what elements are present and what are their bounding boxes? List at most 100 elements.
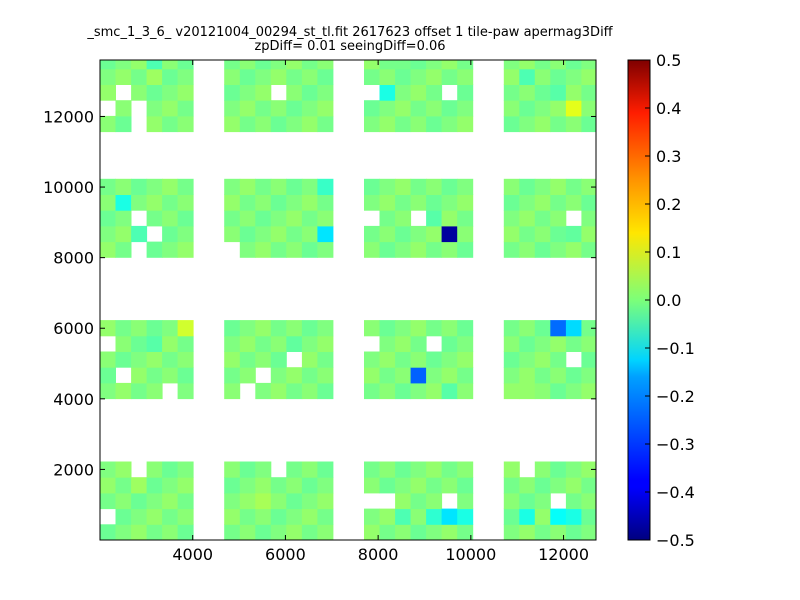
- heatmap-cell: [100, 178, 116, 195]
- chart-title: _smc_1_3_6_ v20121004_00294_st_tl.fit 26…: [87, 25, 613, 40]
- heatmap-cell: [441, 100, 458, 117]
- heatmap-cell: [457, 210, 474, 227]
- heatmap-cell: [317, 335, 334, 352]
- heatmap-cell: [426, 84, 443, 101]
- heatmap-cell: [503, 524, 520, 540]
- heatmap-cell: [317, 508, 334, 525]
- heatmap-cell: [115, 178, 132, 195]
- heatmap-cell: [379, 68, 396, 85]
- heatmap-cell: [115, 225, 132, 243]
- heatmap-cell: [301, 320, 318, 337]
- heatmap-cell: [162, 115, 179, 133]
- heatmap-cell: [565, 508, 582, 525]
- heatmap-cell: [581, 351, 596, 368]
- heatmap-cell: [100, 461, 116, 478]
- heatmap-cell: [146, 115, 163, 133]
- heatmap-cell: [255, 84, 272, 101]
- heatmap-cell: [286, 178, 303, 195]
- heatmap-cell: [162, 100, 179, 117]
- heatmap-cell: [534, 60, 551, 70]
- heatmap-cell: [503, 351, 520, 368]
- heatmap-cell: [162, 225, 179, 243]
- heatmap-cell: [395, 100, 412, 117]
- heatmap-cell: [115, 492, 132, 510]
- heatmap-cell: [115, 508, 132, 525]
- heatmap-cell: [255, 382, 272, 400]
- heatmap-cell: [364, 524, 380, 540]
- heatmap-cell: [441, 367, 458, 384]
- heatmap-cell: [550, 84, 567, 101]
- heatmap-cell: [162, 477, 179, 494]
- heatmap-cell: [441, 351, 458, 368]
- heatmap-cell: [379, 241, 396, 258]
- heatmap-cell: [286, 508, 303, 525]
- heatmap-cell: [519, 241, 536, 258]
- heatmap-cell: [581, 194, 596, 211]
- heatmap-cell: [146, 492, 163, 510]
- heatmap-cell: [457, 100, 474, 117]
- heatmap-cell: [503, 68, 520, 85]
- heatmap-cell: [131, 367, 148, 384]
- heatmap-cell: [162, 60, 179, 70]
- heatmap-cell: [162, 210, 179, 227]
- heatmap-cell: [426, 320, 443, 337]
- heatmap-cell: [239, 225, 256, 243]
- x-tick-label: 6000: [265, 545, 306, 564]
- heatmap-cell: [364, 60, 380, 70]
- heatmap-cell: [503, 477, 520, 494]
- heatmap-cell: [581, 367, 596, 384]
- heatmap-cell: [286, 241, 303, 258]
- heatmap-cell: [115, 241, 132, 258]
- heatmap-cell: [146, 84, 163, 101]
- heatmap-cell: [565, 367, 582, 384]
- heatmap-cell: [534, 115, 551, 133]
- heatmap-cell: [550, 68, 567, 85]
- heatmap-cell: [379, 461, 396, 478]
- heatmap-cell: [395, 178, 412, 195]
- heatmap-cell: [410, 225, 427, 243]
- heatmap-cell: [270, 60, 287, 70]
- heatmap-cell: [426, 367, 443, 384]
- heatmap-cell: [426, 524, 443, 540]
- heatmap-cell: [286, 335, 303, 352]
- heatmap-cell: [379, 194, 396, 211]
- heatmap-cell: [115, 60, 132, 70]
- heatmap-cell: [379, 335, 396, 352]
- heatmap-cell: [441, 178, 458, 195]
- heatmap-cell: [177, 241, 194, 258]
- heatmap-cell: [550, 225, 567, 243]
- heatmap-cell: [364, 477, 380, 494]
- heatmap-cell: [457, 508, 474, 525]
- colorbar-tick-label: 0.2: [656, 195, 681, 214]
- heatmap-cell: [162, 461, 179, 478]
- heatmap-cell: [565, 461, 582, 478]
- heatmap-cell: [286, 60, 303, 70]
- heatmap-cell: [550, 367, 567, 384]
- heatmap-cell: [177, 68, 194, 85]
- heatmap-cell: [410, 351, 427, 368]
- heatmap-cell: [503, 367, 520, 384]
- heatmap-cell: [146, 508, 163, 525]
- heatmap-cell: [255, 320, 272, 337]
- heatmap-cell: [224, 115, 241, 133]
- heatmap-cell: [519, 508, 536, 525]
- heatmap-cell: [457, 68, 474, 85]
- heatmap-cell: [410, 241, 427, 258]
- heatmap-cell: [534, 194, 551, 211]
- heatmap-cell: [239, 351, 256, 368]
- heatmap-cell: [379, 320, 396, 337]
- heatmap-cell: [270, 477, 287, 494]
- heatmap-cell: [395, 60, 412, 70]
- heatmap-cell: [565, 60, 582, 70]
- heatmap-cell: [519, 178, 536, 195]
- heatmap-cell: [224, 367, 241, 384]
- heatmap-cell: [100, 367, 116, 384]
- heatmap-cell: [301, 210, 318, 227]
- heatmap-cell: [379, 210, 396, 227]
- heatmap-cell: [364, 225, 380, 243]
- heatmap-cell: [162, 178, 179, 195]
- x-tick-label: 10000: [445, 545, 496, 564]
- heatmap-cell: [441, 335, 458, 352]
- heatmap-cell: [410, 320, 427, 337]
- heatmap-cell: [364, 241, 380, 258]
